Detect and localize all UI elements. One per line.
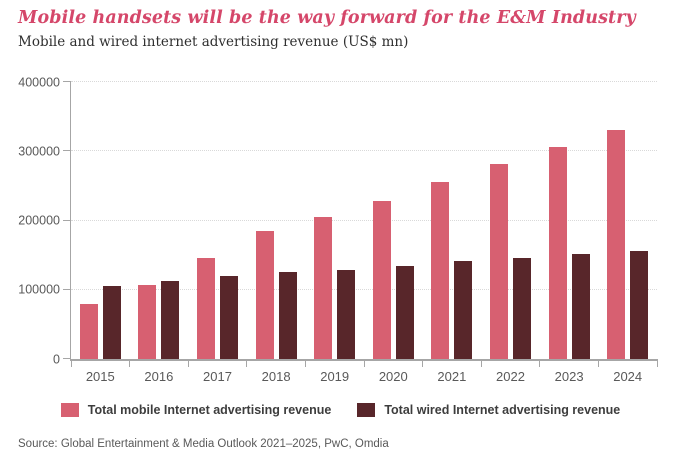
bar-mobile-2022 [489, 164, 508, 359]
chart-legend: Total mobile Internet advertising revenu… [23, 403, 658, 417]
bar-wired-2016 [161, 280, 180, 359]
x-axis-tick [304, 359, 306, 367]
y-axis-tick-300000 [63, 150, 71, 152]
y-axis-label-100000: 100000 [18, 282, 60, 297]
gridline-300000 [71, 150, 657, 152]
x-axis-label-2022: 2022 [496, 369, 525, 384]
x-axis-tick [539, 359, 541, 367]
x-axis-tick [480, 359, 482, 367]
bar-mobile-2021 [431, 182, 450, 359]
bar-wired-2018 [278, 272, 297, 359]
bar-group-2015 [71, 82, 130, 359]
bar-mobile-2020 [372, 201, 391, 359]
bar-group-2022 [481, 82, 540, 359]
plot-area: 0 100000 200000 300000 400000 2015 2016 2017 201… [18, 76, 658, 384]
bar-wired-2017 [219, 275, 238, 359]
bar-wired-2023 [571, 254, 590, 359]
x-axis-label-2021: 2021 [437, 369, 467, 384]
x-axis-tick [187, 359, 189, 367]
x-axis-tick [363, 359, 365, 367]
x-axis-tick [656, 359, 658, 367]
x-axis-label-2018: 2018 [261, 369, 291, 384]
legend-item-mobile: Total mobile Internet advertising revenu… [60, 403, 332, 417]
bar-chart: 0 100000 200000 300000 400000 2015 2016 2017 201… [0, 76, 681, 392]
mobile-series-swatch [60, 403, 79, 417]
x-axis-label-2023: 2023 [554, 369, 584, 384]
bar-mobile-2015 [79, 303, 98, 359]
x-axis-label-2015: 2015 [85, 369, 115, 384]
bar-group-2023 [540, 82, 599, 359]
legend-label-wired: Total wired Internet advertising revenue [384, 403, 621, 417]
x-axis-label-2017: 2017 [203, 369, 232, 384]
x-axis-tick [422, 359, 424, 367]
bar-group-2020 [364, 82, 423, 359]
x-axis-tick [70, 359, 72, 367]
x-axis-tick [129, 359, 131, 367]
bar-group-2016 [130, 82, 189, 359]
legend-label-mobile: Total mobile Internet advertising revenu… [87, 403, 332, 417]
bar-group-2019 [305, 82, 364, 359]
x-axis-label-2019: 2019 [320, 369, 350, 384]
gridline-400000 [71, 81, 657, 82]
bar-wired-2021 [454, 261, 473, 359]
legend-item-wired: Total wired Internet advertising revenue [357, 403, 620, 417]
y-axis-tick-400000 [63, 81, 71, 82]
bar-mobile-2019 [314, 217, 333, 359]
y-axis-tick-100000 [63, 288, 71, 290]
bar-mobile-2016 [138, 284, 157, 359]
y-axis-tick-200000 [63, 219, 71, 221]
bar-group-2017 [188, 82, 247, 359]
bar-mobile-2023 [548, 147, 567, 359]
y-axis-label-300000: 300000 [18, 144, 60, 158]
bar-wired-2019 [337, 269, 356, 359]
bar-group-2021 [423, 82, 482, 359]
page-title: Mobile handsets will be the way forward … [18, 8, 636, 28]
bar-wired-2015 [102, 285, 121, 359]
y-axis-label-200000: 200000 [18, 213, 60, 228]
source-note: Source: Global Entertainment & Media Out… [18, 438, 389, 450]
bar-group-2024 [598, 82, 657, 359]
bar-mobile-2017 [196, 257, 215, 359]
x-axis-tick [246, 359, 248, 367]
gridline-100000 [71, 288, 657, 290]
bar-mobile-2024 [607, 129, 626, 359]
bar-wired-2022 [512, 257, 531, 359]
x-axis-label-2020: 2020 [378, 369, 408, 384]
chart-subtitle: Mobile and wired internet advertising re… [18, 34, 409, 50]
x-axis-label-2016: 2016 [144, 369, 174, 384]
bars-layer [71, 82, 657, 359]
y-axis-label-400000: 400000 [18, 74, 60, 89]
y-axis-label-0: 0 [53, 351, 60, 366]
wired-series-swatch [357, 403, 376, 417]
bar-mobile-2018 [255, 230, 274, 359]
bar-wired-2020 [395, 265, 414, 359]
gridline-200000 [71, 219, 657, 221]
bar-group-2018 [247, 82, 306, 359]
bar-wired-2024 [630, 250, 649, 359]
x-axis-tick [597, 359, 599, 367]
x-axis-label-2024: 2024 [613, 369, 643, 384]
y-axis-tick-0 [63, 358, 71, 359]
